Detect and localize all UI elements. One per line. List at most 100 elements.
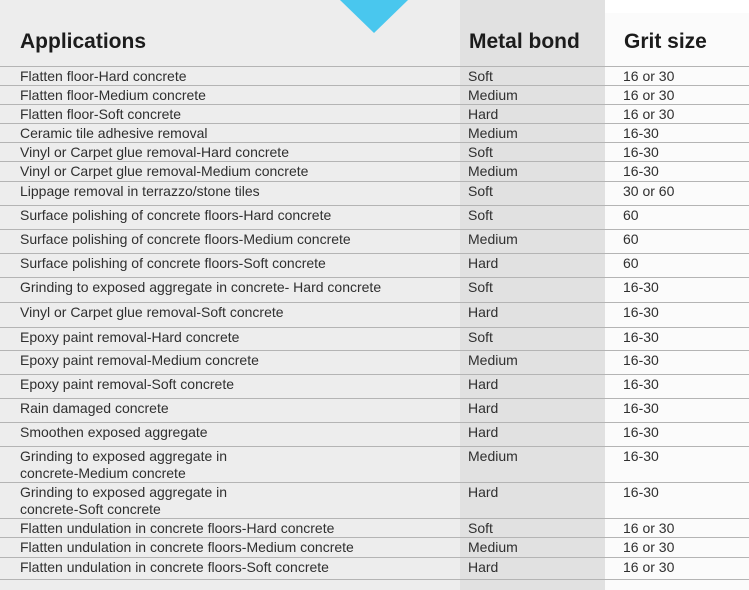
metal-bond-cell-text: Hard — [468, 106, 499, 122]
grit-size-cell: 16 or 30 — [605, 537, 749, 558]
metal-bond-cell: Hard — [460, 374, 605, 399]
table-row: Lippage removal in terrazzo/stone tiles S… — [0, 181, 749, 206]
grit-size-cell-text: 16 or 30 — [623, 68, 675, 84]
application-cell-text: Flatten floor-Soft concrete — [20, 106, 182, 122]
table-row: Flatten floor-Hard concrete Soft 16 or 30 — [0, 66, 749, 86]
grit-size-cell-text: 16 or 30 — [623, 539, 675, 555]
table-row: Epoxy paint removal-Medium concrete Mediu… — [0, 350, 749, 375]
table-row: Flatten floor-Soft concrete Hard 16 or 30 — [0, 104, 749, 124]
metal-bond-cell-text: Soft — [468, 183, 493, 199]
application-cell: Flatten undulation in concrete floors-Ha… — [0, 518, 460, 538]
application-cell: Surface polishing of concrete floors-Sof… — [0, 253, 460, 278]
application-cell: Grinding to exposed aggregate in concrete… — [0, 482, 460, 519]
table-row: Epoxy paint removal-Hard concrete Soft 16-… — [0, 327, 749, 351]
application-cell-text: Vinyl or Carpet glue removal-Soft concre… — [20, 304, 284, 320]
metal-bond-cell: Soft — [460, 327, 605, 351]
table-row: Flatten undulation in concrete floors-Ha… — [0, 518, 749, 538]
table-row: Grinding to exposed aggregate in concret… — [0, 277, 749, 303]
grit-size-cell-text: 16 or 30 — [623, 559, 675, 575]
application-cell-text: Epoxy paint removal-Medium concrete — [20, 352, 259, 368]
table-row: Vinyl or Carpet glue removal-Medium conc… — [0, 161, 749, 182]
metal-bond-cell-text: Medium — [468, 163, 518, 179]
grit-size-cell-text: 16-30 — [623, 400, 659, 416]
application-cell: Surface polishing of concrete floors-Har… — [0, 205, 460, 230]
grit-size-cell-text: 16 or 30 — [623, 520, 675, 536]
application-cell: Flatten undulation in concrete floors-So… — [0, 557, 460, 580]
metal-bond-cell: Hard — [460, 422, 605, 447]
grit-size-cell-text: 16-30 — [623, 424, 659, 440]
metal-bond-cell: Hard — [460, 104, 605, 124]
grit-size-cell-text: 16-30 — [623, 304, 659, 320]
application-cell: Flatten undulation in concrete floors-Me… — [0, 537, 460, 558]
metal-bond-cell: Soft — [460, 277, 605, 303]
grit-size-cell-text: 60 — [623, 231, 639, 247]
grit-size-cell-text: 16-30 — [623, 144, 659, 160]
grit-size-cell: 16-30 — [605, 422, 749, 447]
header-grit-size: Grit size — [624, 30, 707, 53]
pointer-notch — [340, 0, 408, 33]
application-cell-text: Ceramic tile adhesive removal — [20, 125, 208, 141]
metal-bond-cell-text: Hard — [468, 400, 499, 416]
application-cell: Grinding to exposed aggregate in concrete… — [0, 446, 460, 483]
metal-bond-cell-text: Soft — [468, 207, 493, 223]
table-row: Rain damaged concrete Hard 16-30 — [0, 398, 749, 423]
application-cell-text: Epoxy paint removal-Hard concrete — [20, 329, 240, 345]
metal-bond-cell: Soft — [460, 205, 605, 230]
application-cell-text: Surface polishing of concrete floors-Sof… — [20, 255, 326, 271]
metal-bond-cell-text: Medium — [468, 87, 518, 103]
application-cell: Ceramic tile adhesive removal — [0, 123, 460, 143]
metal-bond-cell: Hard — [460, 482, 605, 519]
application-cell: Flatten floor-Medium concrete — [0, 85, 460, 105]
metal-bond-cell-text: Hard — [468, 376, 499, 392]
grit-size-cell: 16-30 — [605, 350, 749, 375]
application-cell-text: Lippage removal in terrazzo/stone tiles — [20, 183, 260, 199]
metal-bond-cell: Soft — [460, 66, 605, 86]
metal-bond-cell-text: Soft — [468, 68, 493, 84]
application-cell: Epoxy paint removal-Hard concrete — [0, 327, 460, 351]
metal-bond-cell: Medium — [460, 161, 605, 182]
metal-bond-cell: Medium — [460, 123, 605, 143]
grit-size-cell: 16 or 30 — [605, 518, 749, 538]
grit-size-cell-text: 16-30 — [623, 352, 659, 368]
metal-bond-cell-text: Soft — [468, 520, 493, 536]
grit-size-cell: 16 or 30 — [605, 85, 749, 105]
table-row: Ceramic tile adhesive removal Medium 16-30 — [0, 123, 749, 143]
grit-size-cell: 16-30 — [605, 446, 749, 483]
metal-bond-cell: Hard — [460, 557, 605, 580]
application-cell-text: Grinding to exposed aggregate in concrete… — [20, 484, 228, 517]
table-row: Flatten floor-Medium concrete Medium 16 or… — [0, 85, 749, 105]
application-cell: Flatten floor-Soft concrete — [0, 104, 460, 124]
grit-size-cell: 16-30 — [605, 277, 749, 303]
grit-size-cell: 16-30 — [605, 123, 749, 143]
application-cell-text: Flatten undulation in concrete floors-So… — [20, 559, 329, 575]
grit-size-cell: 16-30 — [605, 302, 749, 328]
metal-bond-cell: Hard — [460, 302, 605, 328]
grit-size-cell: 16-30 — [605, 161, 749, 182]
application-cell: Surface polishing of concrete floors-Med… — [0, 229, 460, 254]
header-metal-bond: Metal bond — [469, 30, 580, 53]
application-cell: Vinyl or Carpet glue removal-Medium conc… — [0, 161, 460, 182]
metal-bond-cell-text: Soft — [468, 329, 493, 345]
grit-size-cell-text: 16-30 — [623, 484, 659, 500]
table-row: Grinding to exposed aggregate in concrete… — [0, 482, 749, 519]
metal-bond-cell-text: Medium — [468, 539, 518, 555]
grit-size-cell: 16 or 30 — [605, 66, 749, 86]
grit-size-cell: 60 — [605, 253, 749, 278]
metal-bond-cell-text: Medium — [468, 448, 518, 464]
grit-size-cell-text: 16-30 — [623, 376, 659, 392]
application-cell: Grinding to exposed aggregate in concret… — [0, 277, 460, 303]
metal-bond-cell: Soft — [460, 181, 605, 206]
table-row: Vinyl or Carpet glue removal-Soft concre… — [0, 302, 749, 328]
application-cell-text: Flatten floor-Medium concrete — [20, 87, 206, 103]
grit-size-cell: 16-30 — [605, 398, 749, 423]
metal-bond-cell-text: Hard — [468, 255, 499, 271]
metal-bond-cell-text: Medium — [468, 125, 518, 141]
application-cell-text: Flatten floor-Hard concrete — [20, 68, 187, 84]
table-row: Surface polishing of concrete floors-Med… — [0, 229, 749, 254]
metal-bond-cell-text: Hard — [468, 484, 499, 500]
metal-bond-cell-text: Medium — [468, 231, 518, 247]
grit-size-cell-text: 16-30 — [623, 279, 659, 295]
application-cell-text: Rain damaged concrete — [20, 400, 169, 416]
grit-size-cell-text: 16 or 30 — [623, 87, 675, 103]
metal-bond-cell: Hard — [460, 253, 605, 278]
